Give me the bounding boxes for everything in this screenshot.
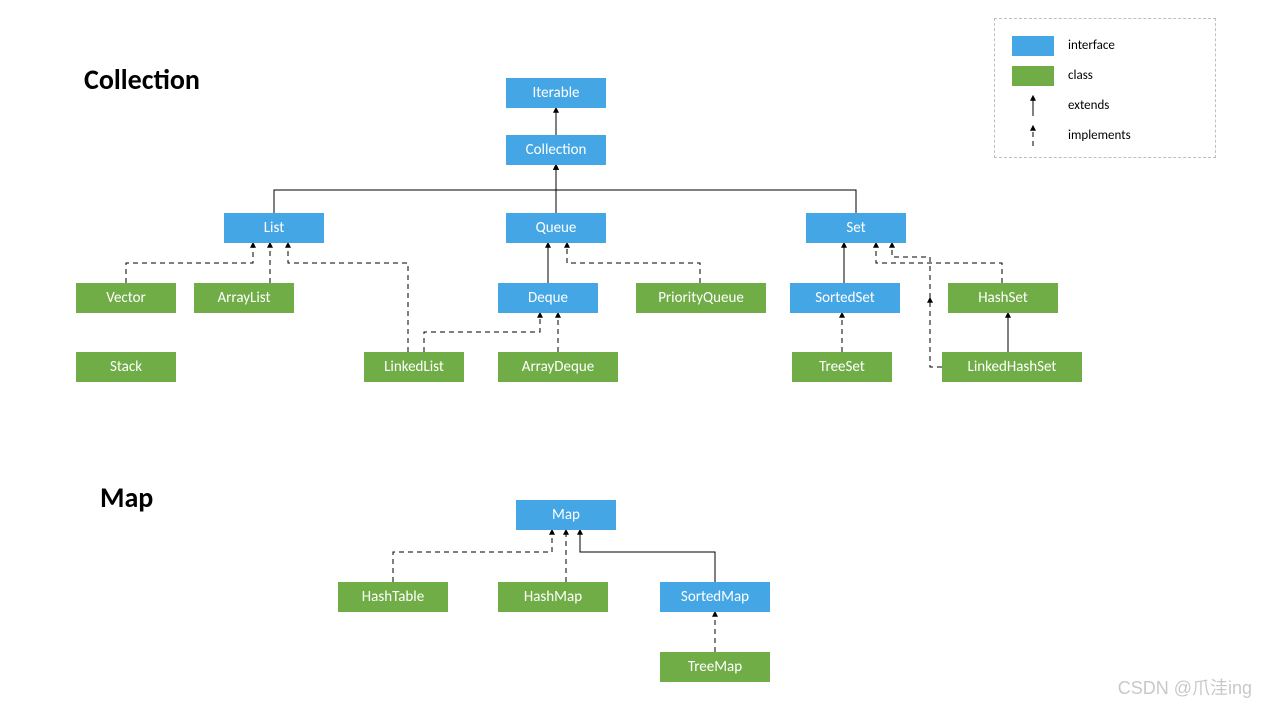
edge-HashTable-Map: [393, 530, 552, 582]
node-Iterable: Iterable: [506, 78, 606, 108]
edge-Vector-List: [126, 243, 253, 283]
edge-SortedMap-Map: [580, 530, 715, 582]
node-ArrayDeque: ArrayDeque: [498, 352, 618, 382]
node-TreeMap: TreeMap: [660, 652, 770, 682]
node-SortedMap: SortedMap: [660, 582, 770, 612]
node-Map: Map: [516, 500, 616, 530]
node-HashMap: HashMap: [498, 582, 608, 612]
legend-swatch-class: [1012, 66, 1054, 86]
node-SortedSet: SortedSet: [790, 283, 900, 313]
node-Queue: Queue: [506, 213, 606, 243]
node-LinkedHashSet: LinkedHashSet: [942, 352, 1082, 382]
legend-label-interface: interface: [1068, 38, 1115, 53]
node-PriorityQueue: PriorityQueue: [636, 283, 766, 313]
edge-HashSet-Set: [876, 243, 1002, 283]
node-Stack: Stack: [76, 352, 176, 382]
edge-LinkedHashSet-Set: [930, 298, 942, 367]
edge-PriorityQueue-Queue: [567, 243, 700, 283]
node-List: List: [224, 213, 324, 243]
node-TreeSet: TreeSet: [792, 352, 892, 382]
legend-label-extends: extends: [1068, 98, 1109, 113]
edge-LinkedList-List: [288, 243, 408, 352]
edge-List-Collection: [274, 165, 556, 213]
legend-label-implements: implements: [1068, 128, 1131, 143]
section-title-collection: Collection: [84, 62, 200, 97]
edge-LinkedList-Deque: [424, 313, 540, 352]
node-Vector: Vector: [76, 283, 176, 313]
node-Collection: Collection: [506, 135, 606, 165]
node-Deque: Deque: [498, 283, 598, 313]
node-HashSet: HashSet: [948, 283, 1058, 313]
watermark: CSDN @爪洼ing: [1118, 674, 1252, 700]
node-LinkedList: LinkedList: [364, 352, 464, 382]
node-HashTable: HashTable: [338, 582, 448, 612]
node-ArrayList: ArrayList: [194, 283, 294, 313]
node-Set: Set: [806, 213, 906, 243]
legend-swatch-interface: [1012, 36, 1054, 56]
section-title-map: Map: [100, 480, 153, 515]
legend-label-class: class: [1068, 68, 1093, 83]
edge-Set-Collection: [556, 165, 856, 213]
